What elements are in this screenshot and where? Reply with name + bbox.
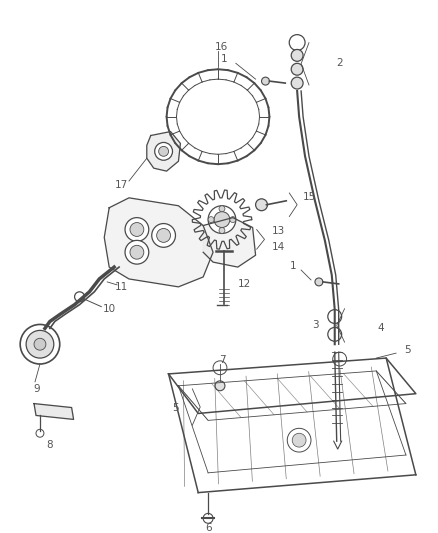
- Text: 17: 17: [114, 180, 128, 190]
- Text: 8: 8: [46, 440, 53, 450]
- Circle shape: [74, 292, 85, 302]
- Text: 11: 11: [114, 282, 128, 292]
- Circle shape: [157, 229, 170, 243]
- Circle shape: [130, 245, 144, 259]
- Text: 9: 9: [34, 384, 40, 394]
- Circle shape: [289, 35, 305, 51]
- Text: 2: 2: [337, 58, 343, 68]
- Text: 16: 16: [214, 43, 228, 52]
- Text: 1: 1: [221, 54, 228, 64]
- Text: 10: 10: [102, 304, 116, 313]
- Circle shape: [130, 223, 144, 237]
- Circle shape: [26, 330, 54, 358]
- Circle shape: [152, 223, 176, 247]
- Polygon shape: [104, 198, 213, 287]
- Circle shape: [328, 310, 342, 324]
- Circle shape: [256, 199, 268, 211]
- Circle shape: [213, 361, 227, 375]
- Circle shape: [155, 142, 173, 160]
- Circle shape: [219, 228, 225, 233]
- Circle shape: [230, 216, 236, 223]
- Circle shape: [291, 63, 303, 75]
- Text: 6: 6: [205, 523, 212, 533]
- Circle shape: [291, 77, 303, 89]
- Circle shape: [34, 338, 46, 350]
- Circle shape: [208, 206, 236, 233]
- Circle shape: [20, 325, 60, 364]
- Circle shape: [291, 50, 303, 61]
- Circle shape: [333, 352, 346, 366]
- Text: 3: 3: [312, 320, 319, 330]
- Text: 5: 5: [172, 402, 178, 413]
- Text: 1: 1: [290, 261, 297, 271]
- Circle shape: [315, 278, 323, 286]
- Text: 15: 15: [303, 192, 316, 202]
- Polygon shape: [203, 217, 256, 267]
- Circle shape: [159, 147, 169, 156]
- Circle shape: [261, 77, 269, 85]
- Text: 13: 13: [272, 227, 285, 237]
- Circle shape: [203, 513, 213, 523]
- Circle shape: [219, 206, 225, 212]
- Circle shape: [208, 216, 214, 223]
- Polygon shape: [34, 403, 74, 419]
- Circle shape: [328, 327, 342, 341]
- Circle shape: [125, 240, 149, 264]
- Text: 5: 5: [404, 345, 410, 355]
- Circle shape: [36, 429, 44, 437]
- Circle shape: [125, 217, 149, 241]
- Text: 12: 12: [238, 279, 251, 289]
- Circle shape: [215, 381, 225, 391]
- Circle shape: [287, 429, 311, 452]
- Text: 7: 7: [219, 355, 225, 365]
- Text: 4: 4: [377, 324, 384, 334]
- Polygon shape: [147, 132, 180, 171]
- Circle shape: [214, 212, 230, 228]
- Text: 14: 14: [272, 243, 285, 252]
- Circle shape: [292, 433, 306, 447]
